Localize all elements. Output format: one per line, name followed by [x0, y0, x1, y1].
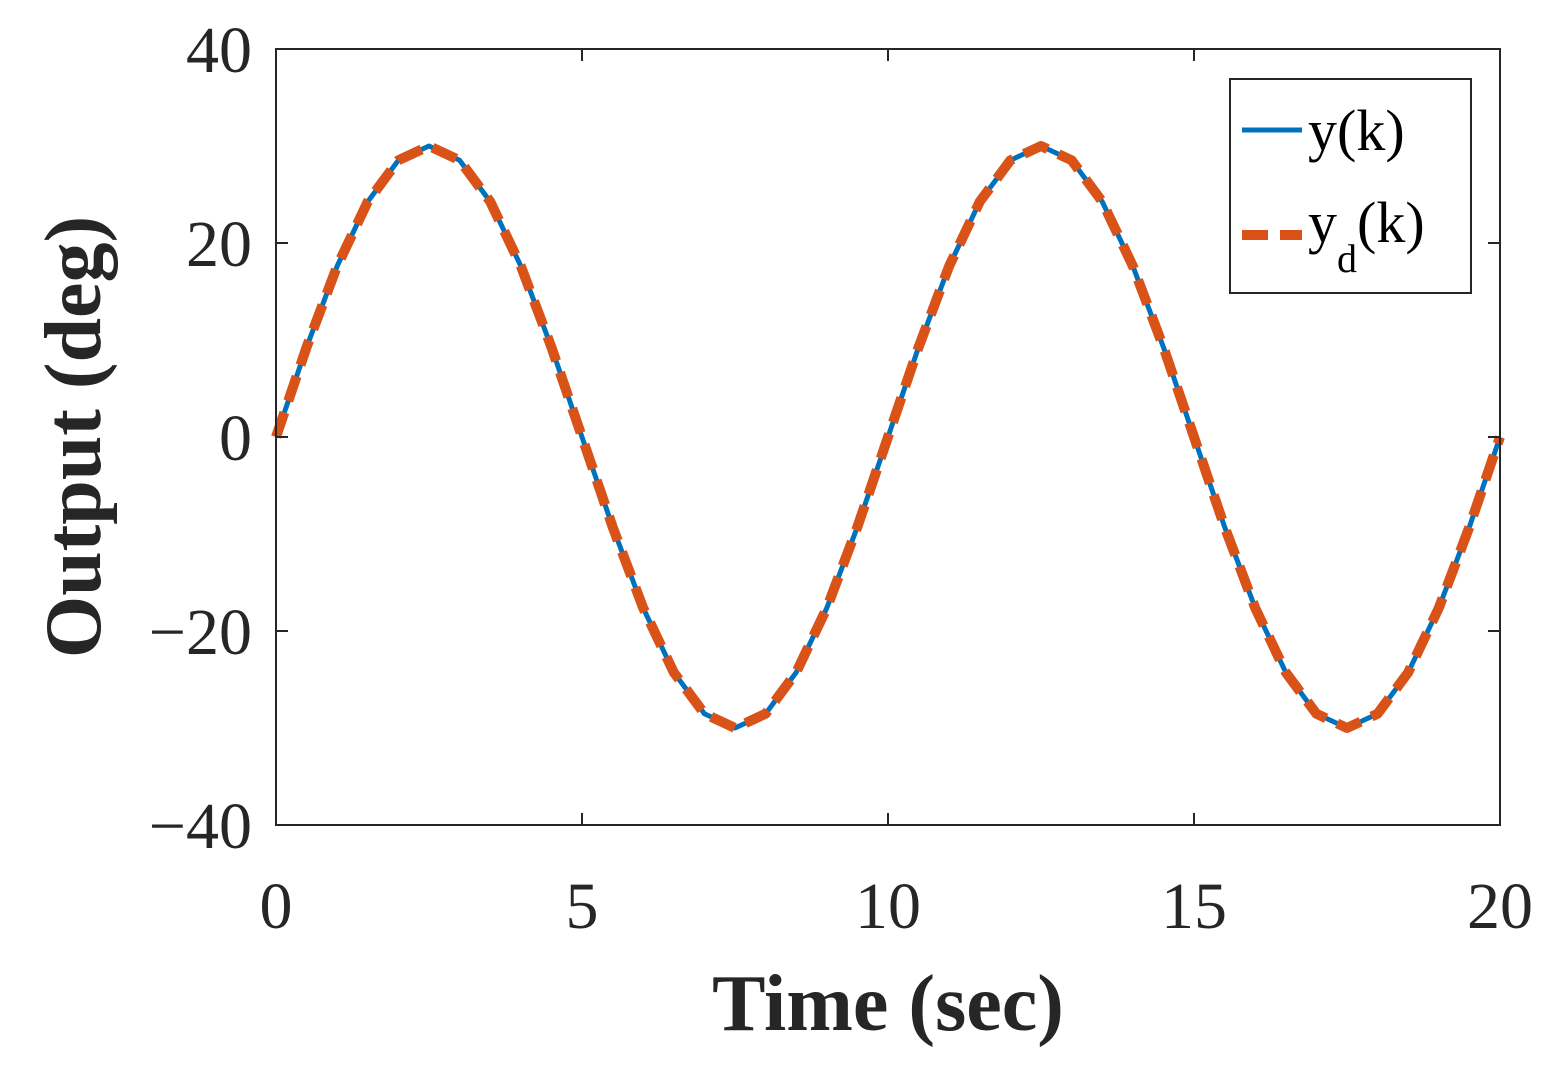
x-tick-label: 5	[566, 870, 599, 943]
legend-label-main: y	[1308, 190, 1337, 255]
y-tick-label: 20	[186, 208, 252, 281]
y-tick-label: 0	[219, 402, 252, 475]
x-tick-label: 0	[260, 870, 293, 943]
y-tick-label: −40	[149, 790, 252, 863]
legend-label-main: y(k)	[1308, 98, 1405, 163]
y-tick-label: 40	[186, 14, 252, 87]
y-tick-label: −20	[149, 596, 252, 669]
axes-layer: 0 5 10 15 20 −40 −20 0 20 40	[149, 14, 1533, 943]
x-tick-label: 15	[1161, 870, 1227, 943]
legend-label-tail: (k)	[1357, 190, 1425, 255]
y-axis-label: Output (deg)	[30, 216, 118, 658]
legend: y(k) yd(k)	[1229, 78, 1472, 294]
x-tick-label: 10	[855, 870, 921, 943]
legend-label-subscript: d	[1337, 236, 1357, 281]
series-layer	[271, 141, 1505, 733]
legend-box	[1229, 78, 1472, 294]
x-axis-label: Time (sec)	[712, 960, 1064, 1048]
legend-label-y-k: y(k)	[1308, 98, 1405, 163]
legend-label-yd-k: yd(k)	[1308, 190, 1425, 281]
x-tick-label: 20	[1467, 870, 1533, 943]
series-line-yd-k	[271, 141, 1505, 733]
